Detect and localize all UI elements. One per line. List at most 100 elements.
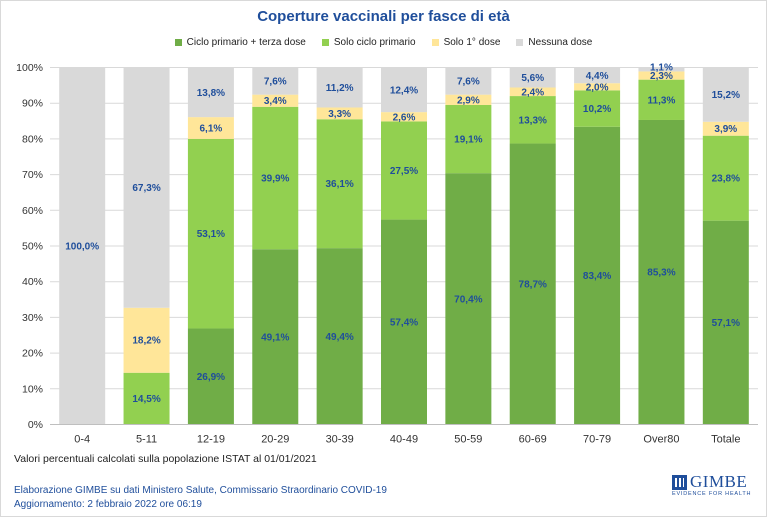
legend-item-1: Ciclo primario + terza dose [174, 37, 306, 48]
y-tick-label: 10% [22, 383, 43, 395]
bar-segment [574, 90, 621, 127]
data-label: 13,8% [197, 88, 225, 99]
y-tick-label: 30% [22, 312, 43, 324]
legend-swatch [516, 39, 524, 46]
bar-segment [638, 119, 685, 425]
bar-segment [574, 67, 621, 84]
bar-segment [59, 67, 106, 425]
footer-credit: Elaborazione GIMBE su dati Ministero Sal… [14, 485, 387, 496]
data-label: 1,1% [650, 63, 673, 74]
bar-segment [509, 67, 556, 88]
x-tick-label: 40-49 [390, 434, 418, 446]
bar-segment [445, 67, 492, 95]
bar-segment [574, 83, 621, 91]
bar-segment [574, 126, 621, 425]
legend-item-4: Nessuna dose [516, 37, 592, 48]
bar-segment [445, 104, 492, 174]
gimbe-logo: GIMBE EVIDENCE FOR HEALTH [672, 472, 752, 498]
data-label: 53,1% [197, 229, 225, 240]
bar-segment [252, 249, 299, 425]
bar-segment [381, 219, 427, 425]
bar-segment [123, 372, 170, 425]
bar-segment [252, 94, 299, 107]
data-label: 2,3% [650, 71, 673, 82]
data-source-note: Valori percentuali calcolati sulla popol… [14, 453, 317, 465]
data-label: 49,4% [325, 332, 353, 343]
y-tick-label: 0% [28, 419, 43, 431]
bar-segment [187, 328, 234, 425]
bar-segment [509, 96, 556, 144]
data-label: 70,4% [454, 294, 482, 305]
data-label: 83,4% [583, 271, 611, 282]
data-label: 2,6% [393, 112, 416, 123]
gimbe-logo-icon [672, 475, 687, 490]
data-label: 2,9% [457, 95, 480, 106]
bar-segment [187, 138, 234, 329]
data-label: 19,1% [454, 135, 482, 146]
data-label: 49,1% [261, 332, 289, 343]
data-label: 7,6% [457, 77, 480, 88]
data-label: 36,1% [325, 179, 353, 190]
legend-label: Ciclo primario + terza dose [186, 37, 306, 48]
gimbe-logo-tagline: EVIDENCE FOR HEALTH [672, 491, 752, 497]
x-tick-label: 12-19 [197, 434, 225, 446]
y-tick-label: 80% [22, 133, 43, 145]
x-tick-label: 0-4 [74, 434, 90, 446]
legend-label: Solo ciclo primario [333, 37, 416, 48]
y-tick-label: 40% [22, 276, 43, 288]
data-label: 39,9% [261, 173, 289, 184]
data-label: 12,4% [390, 85, 418, 96]
stacked-bar-chart: 0% 10% 20% 30% 40% 50% 60% 70% 80% 90% 100% 100,0% 0… [16, 62, 758, 446]
bar-segment [316, 248, 363, 425]
bar-segment [123, 307, 170, 373]
data-label: 3,3% [328, 109, 351, 120]
legend-swatch [174, 39, 182, 46]
legend-swatch [321, 39, 329, 46]
y-tick-label: 70% [22, 169, 43, 181]
bar-segment [509, 87, 556, 97]
data-label: 78,7% [519, 280, 547, 291]
bar-segment [638, 71, 685, 80]
y-tick-label: 90% [22, 98, 43, 110]
data-label: 18,2% [132, 336, 160, 347]
bar-segment [702, 135, 749, 221]
bar-segment [187, 117, 234, 139]
data-label: 7,6% [264, 77, 287, 88]
y-tick-label: 50% [22, 241, 43, 253]
x-tick-label: 60-69 [519, 434, 547, 446]
bar-segment [252, 106, 299, 250]
data-label: 67,3% [132, 183, 160, 194]
legend-label: Nessuna dose [528, 37, 593, 48]
x-tick-label: Over80 [643, 434, 679, 446]
legend-swatch [431, 39, 439, 46]
data-label: 2,4% [521, 87, 544, 98]
data-label: 11,2% [326, 83, 354, 94]
bar-segment [316, 119, 363, 249]
data-label: 13,3% [519, 115, 547, 126]
bar-segment [252, 67, 299, 95]
data-label: 2,0% [586, 82, 609, 93]
bar-segment [638, 79, 685, 120]
data-label: 3,9% [714, 124, 737, 135]
bar-segment [702, 67, 749, 122]
data-label: 57,1% [712, 318, 740, 329]
data-label: 11,3% [648, 95, 676, 106]
data-label: 4,4% [586, 71, 609, 82]
data-label: 85,3% [647, 268, 675, 279]
data-label: 14,5% [132, 394, 160, 405]
bar-segment [381, 112, 427, 122]
data-label: 5,6% [521, 73, 544, 84]
data-label: 15,2% [712, 90, 740, 101]
gimbe-logo-text: GIMBE [690, 472, 748, 491]
bar-segment [702, 121, 749, 136]
data-label: 3,4% [264, 96, 287, 107]
chart-legend: Ciclo primario + terza dose Solo ciclo pr… [0, 37, 767, 48]
bar-segment [702, 220, 749, 425]
x-tick-label: Totale [711, 434, 740, 446]
legend-item-3: Solo 1° dose [431, 37, 501, 48]
bar-segment [381, 121, 427, 220]
legend-item-2: Solo ciclo primario [321, 37, 416, 48]
data-label: 26,9% [197, 372, 225, 383]
y-tick-label: 100% [16, 62, 43, 74]
legend-label: Solo 1° dose [443, 37, 501, 48]
